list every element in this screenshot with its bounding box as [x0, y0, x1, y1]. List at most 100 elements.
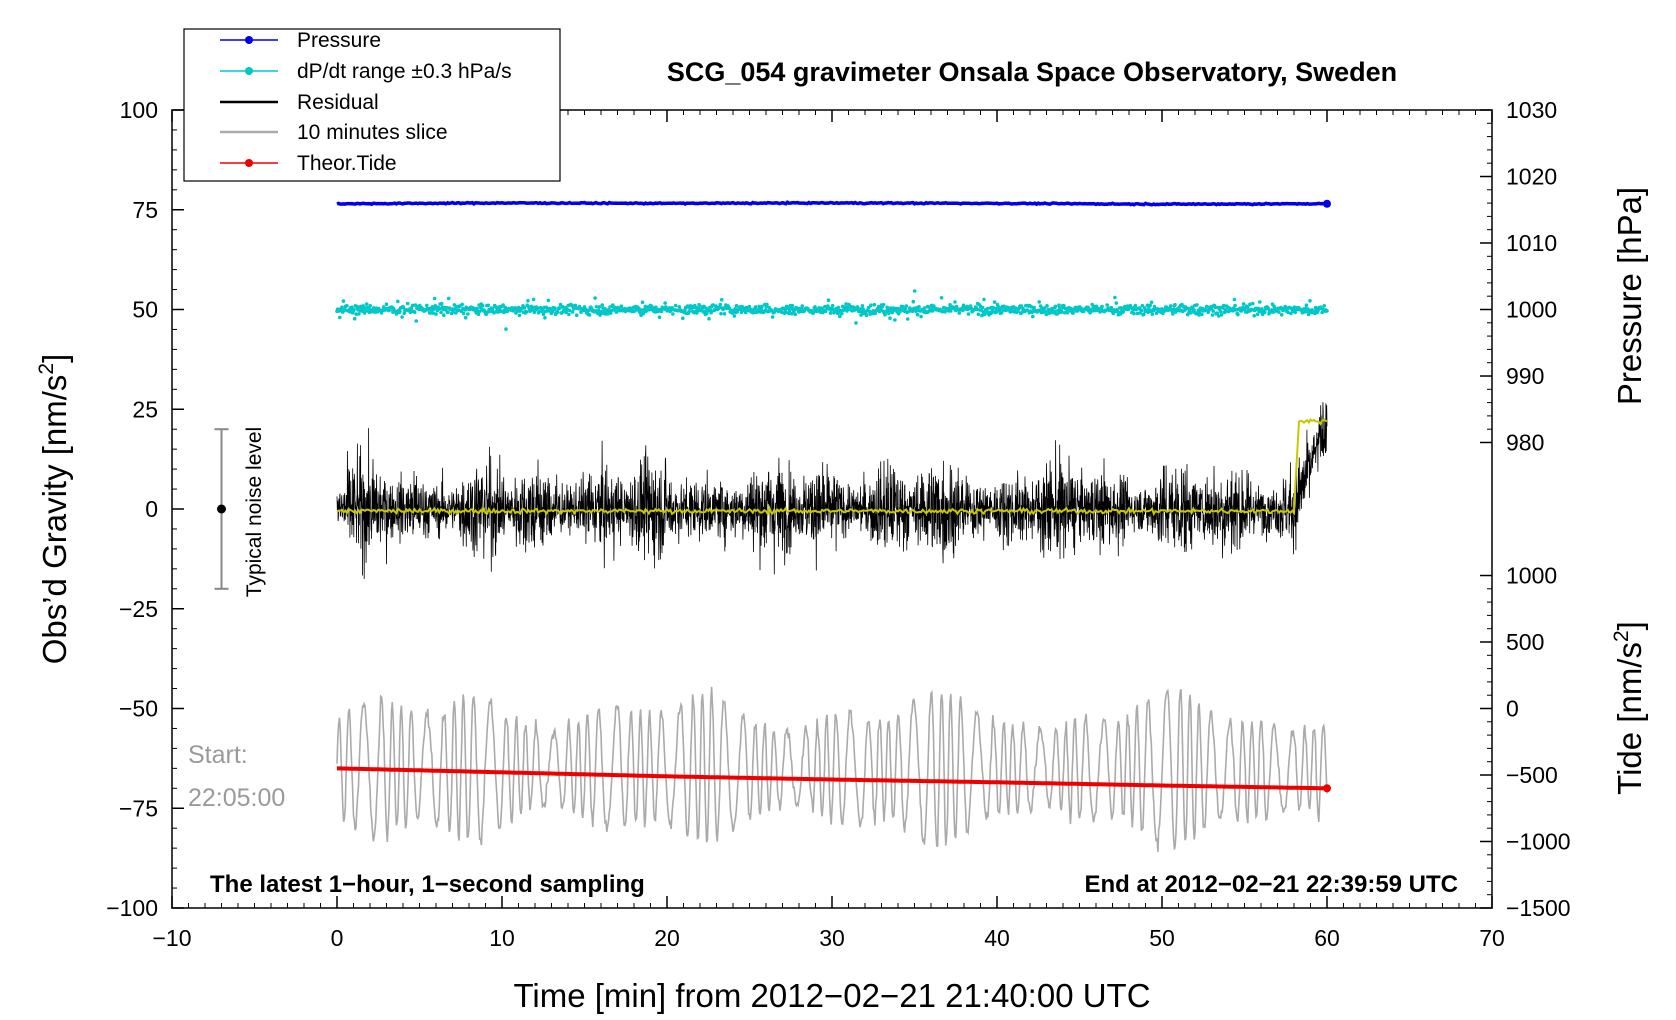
dpdt-point — [817, 306, 822, 310]
tide-tick-labels: 1000 500 0 −500 −1000 −1500 — [1506, 563, 1571, 921]
dpdt-point — [719, 298, 724, 302]
dpdt-point — [439, 301, 444, 306]
dpdt-point — [384, 302, 389, 307]
dpdt-point — [991, 305, 995, 310]
dpdt-point — [992, 300, 997, 304]
dpdt-point — [476, 312, 481, 317]
y-axis-title-left: Obs’d Gravity [nm/s2] — [35, 354, 73, 665]
dpdt-point — [1195, 303, 1199, 307]
series-10-minutes-slice — [336, 686, 1328, 852]
slice-line — [336, 686, 1328, 852]
dpdt-point — [1008, 310, 1012, 314]
x-tick-label: 0 — [331, 925, 344, 951]
dpdt-point — [711, 303, 715, 307]
dpdt-point — [864, 313, 869, 318]
x-axis-title: Time [min] from 2012−02−21 21:40:00 UTC — [513, 977, 1150, 1014]
dpdt-point — [357, 312, 361, 316]
dpdt-point — [838, 314, 842, 319]
dpdt-point — [460, 302, 465, 307]
tide-end-marker — [1323, 784, 1331, 793]
dpdt-point — [1029, 305, 1034, 309]
dpdt-point — [976, 312, 981, 317]
dpdt-point — [900, 304, 905, 309]
dpdt-point — [1306, 312, 1311, 317]
dpdt-point — [881, 302, 886, 307]
pressure-tick-label: 1000 — [1506, 297, 1557, 323]
dpdt-point — [826, 298, 831, 303]
dpdt-point — [860, 304, 865, 308]
dpdt-point — [743, 310, 748, 315]
dpdt-point — [526, 299, 530, 303]
dpdt-point — [517, 313, 522, 318]
dpdt-point — [1325, 309, 1329, 313]
dpdt-point — [1219, 313, 1224, 317]
dpdt-point — [859, 313, 863, 317]
dpdt-point — [784, 310, 788, 315]
y-tick-label: 25 — [132, 396, 158, 422]
dpdt-point — [364, 302, 369, 306]
dpdt-point — [732, 314, 737, 318]
dpdt-point — [1150, 312, 1155, 316]
dpdt-point — [1062, 304, 1066, 308]
dpdt-point — [996, 304, 1000, 309]
dpdt-point — [957, 311, 962, 315]
y-axis-title-tide-close: ] — [1611, 621, 1648, 630]
dpdt-point — [594, 305, 599, 309]
y-tick-label: 50 — [132, 297, 158, 323]
x-tick-label: 40 — [984, 925, 1010, 951]
dpdt-point — [537, 310, 541, 314]
dpdt-point — [1140, 303, 1145, 308]
dpdt-point — [1109, 305, 1114, 310]
series-residual — [336, 402, 1328, 580]
dpdt-point — [1219, 309, 1223, 314]
y-tick-label: −50 — [119, 696, 158, 722]
dpdt-point — [541, 312, 546, 317]
dpdt-point — [593, 296, 597, 300]
dpdt-point — [446, 310, 450, 315]
dpdt-point — [1322, 304, 1326, 308]
dpdt-point — [966, 312, 971, 316]
dpdt-point — [343, 307, 347, 312]
dpdt-point — [985, 306, 990, 311]
dpdt-point — [439, 310, 443, 315]
dpdt-point — [1053, 304, 1058, 309]
dpdt-point — [793, 312, 797, 317]
series-dpdt-range — [335, 289, 1329, 331]
dpdt-point — [444, 305, 449, 310]
dpdt-point — [1121, 309, 1126, 314]
dpdt-point — [567, 308, 572, 313]
dpdt-point — [432, 307, 436, 311]
dpdt-point — [917, 305, 921, 309]
x-tick-label: 50 — [1149, 925, 1175, 951]
dpdt-point — [1248, 302, 1252, 307]
dpdt-point — [919, 314, 923, 319]
start-label: Start: — [188, 741, 248, 769]
dpdt-point — [463, 315, 468, 320]
dpdt-point — [490, 307, 495, 311]
dpdt-point — [1055, 312, 1060, 316]
pressure-end-marker — [1323, 199, 1331, 208]
x-tick-label: 30 — [819, 925, 845, 951]
dpdt-point — [570, 310, 575, 314]
dpdt-point — [1168, 304, 1173, 308]
dpdt-point — [1131, 308, 1135, 312]
x-tick-labels: −10 0 10 20 30 40 50 60 70 — [152, 925, 1504, 951]
dpdt-point — [396, 299, 400, 304]
dpdt-point — [1217, 314, 1221, 318]
y-axis-title-tide: Tide [nm/s2] — [1610, 621, 1648, 795]
dpdt-point — [844, 302, 848, 306]
pressure-tick-label: 1030 — [1506, 97, 1557, 123]
y-axis-title-left-sup: 2 — [35, 363, 58, 375]
y-axis-title-left-main: Obs’d Gravity [nm/s — [36, 375, 73, 665]
dpdt-point — [354, 312, 358, 316]
dpdt-point — [437, 307, 442, 311]
dpdt-point — [854, 321, 858, 325]
y-axis-title-pressure: Pressure [hPa] — [1611, 187, 1648, 405]
dpdt-point — [1100, 304, 1104, 309]
dpdt-point — [619, 304, 624, 309]
dpdt-point — [1286, 310, 1290, 315]
dpdt-point — [747, 304, 752, 309]
dpdt-point — [915, 312, 920, 317]
dpdt-point — [681, 316, 685, 321]
